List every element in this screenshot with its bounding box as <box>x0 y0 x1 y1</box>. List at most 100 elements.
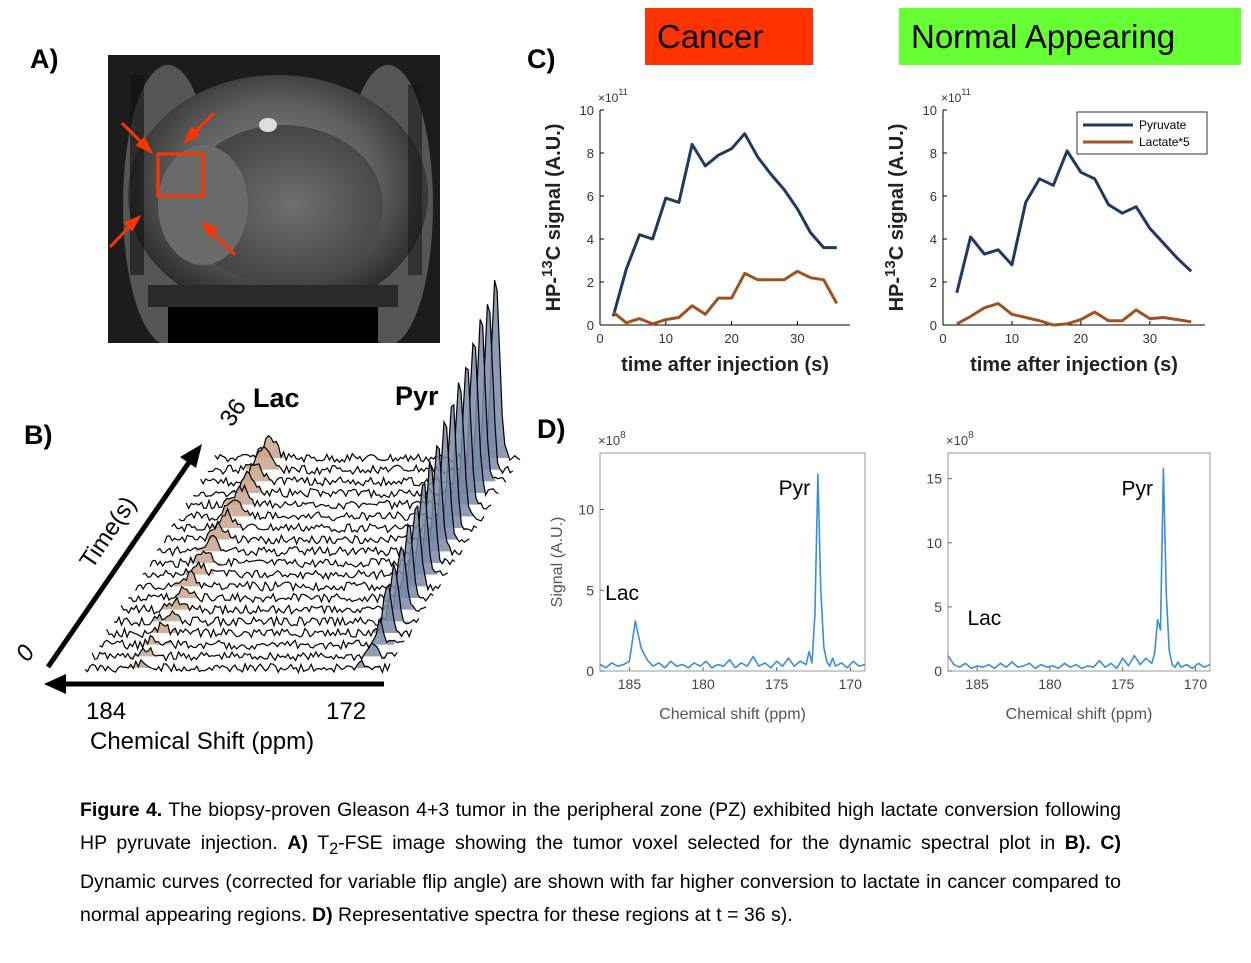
lac-peak-fill <box>152 610 186 624</box>
spectrum-trace <box>99 618 405 651</box>
axis-exponent: ×1011 <box>941 87 971 105</box>
pyr-peak-fill <box>351 660 380 670</box>
caption-text-1: The biopsy-proven Gleason 4+3 tumor in t… <box>80 799 1121 854</box>
caption-text-3: -FSE image showing the tumor voxel selec… <box>338 832 1065 854</box>
x-tick-label: 30 <box>790 331 804 346</box>
pyr-peak-fill <box>395 524 424 598</box>
pyr-peak-fill <box>467 319 496 482</box>
stacked-spectra-plot: Lac Pyr Time(s) 0 36 184 172 Chemical Sh… <box>11 280 521 755</box>
y-axis-label-part: HP- <box>886 277 908 311</box>
y-axis-label: HP-13C signal (A.U.) <box>885 124 908 312</box>
time-axis-arrow <box>45 456 195 669</box>
caption-subscript: 2 <box>329 839 339 858</box>
caption-figure-number: Figure 4. <box>80 799 163 821</box>
y-axis-label-part: C signal (A.U.) <box>543 124 565 261</box>
stack-lac-label: Lac <box>253 383 300 413</box>
x-tick-label: 180 <box>1038 676 1062 692</box>
spectrum-trace <box>135 504 442 593</box>
y-tick-label: 4 <box>587 232 594 247</box>
y-tick-label: 6 <box>587 189 594 204</box>
axis-exponent-power: 8 <box>620 430 626 441</box>
y-tick-label: 4 <box>930 232 937 247</box>
plot-frame <box>947 452 1211 672</box>
spectrum-trace <box>91 642 398 662</box>
caption-ref-d: D) <box>311 903 333 926</box>
series-line-pyruvate <box>611 132 837 317</box>
y-tick-label: 15 <box>926 471 942 487</box>
series-line-spectrum <box>599 473 866 669</box>
caption-ref-b: B). <box>1064 832 1091 854</box>
y-tick-label: 10 <box>926 535 942 551</box>
y-axis-label-superscript: 13 <box>885 260 899 277</box>
axis-exponent-power: 11 <box>961 87 970 97</box>
legend-entry: Pyruvate <box>1139 118 1187 132</box>
y-axis-label-superscript: 13 <box>540 260 556 277</box>
caption-text-4 <box>1091 832 1101 854</box>
series-line-pyruvate <box>955 149 1193 294</box>
peak-annotation: Pyr <box>1121 477 1153 500</box>
y-axis-label-part: HP- <box>543 277 565 311</box>
lac-peak-fill <box>195 535 229 552</box>
panel-b-label: B) <box>24 420 53 450</box>
y-axis-label: Signal (A.U.) <box>549 517 566 608</box>
pyr-peak-fill <box>445 382 474 517</box>
axis-exponent: ×108 <box>946 430 974 448</box>
cancer-region-header: Cancer <box>645 8 813 65</box>
x-tick-label: 20 <box>724 331 738 346</box>
ppm-axis-arrowhead <box>44 674 66 694</box>
mri-image <box>108 55 440 345</box>
legend-box <box>1076 111 1208 155</box>
caption-ref-c: C) <box>1100 832 1121 854</box>
mri-drawing <box>108 55 440 345</box>
x-axis-label: Chemical shift (ppm) <box>659 706 806 723</box>
spectrum-trace <box>84 658 391 675</box>
y-tick-label: 10 <box>923 103 937 118</box>
time-axis-label: Time(s) <box>75 492 142 574</box>
tumor-arrows <box>108 111 237 257</box>
lac-peak-fill <box>137 635 171 649</box>
y-tick-label: 0 <box>587 318 594 333</box>
spectrum-chart-cancer: 185 180 175 170 0 5 10 ×108 Chemical shift (ppm)… <box>549 430 866 723</box>
tumor-voxel-box <box>156 152 205 198</box>
caption-text-5: Dynamic curves (corrected for variable f… <box>80 870 1121 926</box>
y-tick-label: 2 <box>930 275 937 290</box>
x-axis-label: time after injection (s) <box>970 354 1178 376</box>
x-tick-label: 30 <box>1143 331 1157 346</box>
y-tick-label: 8 <box>930 146 937 161</box>
y-tick-label: 5 <box>934 599 942 615</box>
stacked-spectra-traces <box>84 280 521 675</box>
spectrum-trace <box>128 522 434 604</box>
x-tick-label: 10 <box>659 331 673 346</box>
y-tick-label: 10 <box>580 103 594 118</box>
axis-exponent-power: 8 <box>968 430 974 441</box>
lac-peak-fill <box>173 571 207 588</box>
y-axis-label: HP-13C signal (A.U.) <box>540 124 565 312</box>
axis-exponent: ×108 <box>598 430 626 448</box>
y-axis-label-part: C signal (A.U.) <box>886 124 908 261</box>
y-tick-label: 10 <box>578 502 594 518</box>
panel-d-label: D) <box>537 414 566 444</box>
y-tick-label: 2 <box>587 275 594 290</box>
dynamic-curve-chart-cancer: 0 10 20 30 0 2 4 6 8 10 ×1011 time after injection … <box>540 87 850 376</box>
y-tick-label: 0 <box>930 318 937 333</box>
y-tick-label: 8 <box>587 146 594 161</box>
peak-annotation: Pyr <box>779 477 811 500</box>
panel-c-label: C) <box>527 44 556 74</box>
lac-peak-fill <box>144 622 178 635</box>
y-tick-label: 6 <box>930 189 937 204</box>
x-tick-label: 0 <box>596 331 603 346</box>
x-tick-label: 170 <box>839 676 863 692</box>
stack-pyr-label: Pyr <box>395 381 439 411</box>
x-tick-label: 175 <box>765 676 789 692</box>
stack-xlabel: Chemical Shift (ppm) <box>90 728 314 755</box>
x-tick-label: 175 <box>1111 676 1135 692</box>
lac-peak-fill <box>188 551 222 566</box>
x-tick-label: 185 <box>618 676 642 692</box>
caption-text-6: Representative spectra for these regions… <box>332 903 793 926</box>
normal-label: Normal Appearing <box>911 17 1176 55</box>
x-tick-label: 185 <box>965 676 989 692</box>
caption-ref-a: A) <box>287 832 308 854</box>
x-tick-label: 180 <box>691 676 715 692</box>
peak-annotation: Lac <box>967 607 1001 630</box>
caption-text-2: T <box>307 832 330 854</box>
